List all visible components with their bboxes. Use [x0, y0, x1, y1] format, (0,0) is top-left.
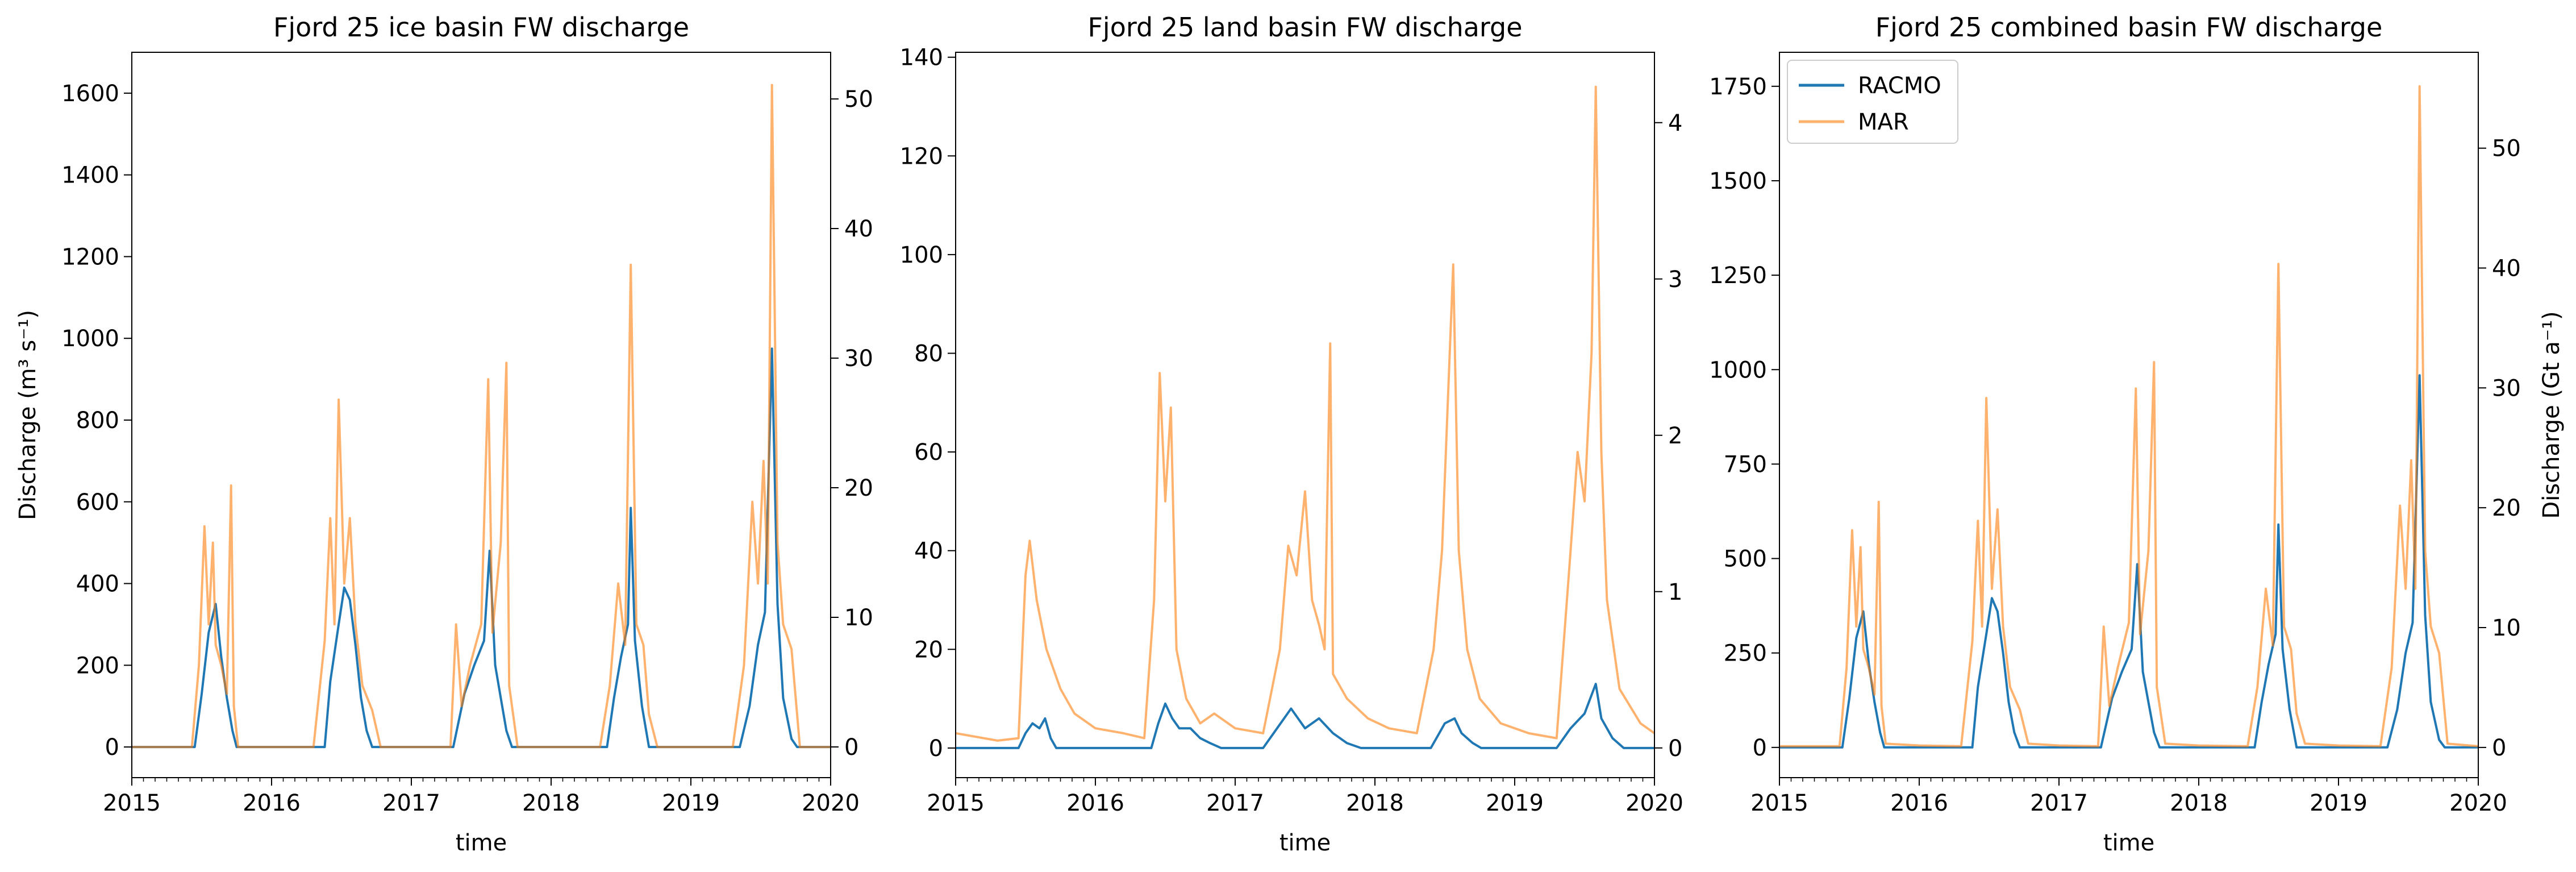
legend: RACMO MAR: [1787, 60, 1958, 144]
y-tick-label: 0: [1753, 735, 1767, 761]
x-tick-label: 2019: [662, 790, 720, 816]
y-tick-label: 140: [900, 45, 943, 71]
y2-tick-label: 0: [844, 734, 858, 761]
series-line-mar: [132, 84, 831, 749]
panel-land-basin: Fjord 25 land basin FW discharge time 20…: [900, 12, 1683, 856]
x-tick-label: 2015: [1750, 790, 1808, 816]
y-tick-label: 80: [914, 341, 943, 367]
y2-tick-label: 20: [844, 475, 873, 501]
x-tick-label: 2015: [103, 790, 161, 816]
y-tick-label: 20: [914, 637, 943, 663]
legend-label-mar: MAR: [1858, 109, 1909, 135]
panel-title: Fjord 25 ice basin FW discharge: [273, 12, 689, 43]
y2-tick-label: 2: [1668, 423, 1682, 449]
x-tick-label: 2017: [382, 790, 440, 816]
y-tick-label: 1400: [61, 163, 119, 189]
y-tick-label: 0: [105, 734, 119, 761]
panel-title: Fjord 25 combined basin FW discharge: [1875, 12, 2383, 43]
y-tick-label: 1000: [1709, 357, 1767, 383]
x-tick-label: 2016: [243, 790, 301, 816]
y-tick-label: 120: [900, 143, 943, 169]
y2-tick-label: 4: [1668, 110, 1682, 136]
panel-combined-basin: Fjord 25 combined basin FW discharge tim…: [1709, 12, 2565, 856]
y-tick-label: 500: [1724, 546, 1767, 572]
y2-axis-label: Discharge (Gt a⁻¹): [2539, 311, 2565, 518]
y-tick-label: 60: [914, 439, 943, 466]
y-tick-label: 1600: [61, 81, 119, 107]
plot-area: [1779, 85, 2478, 749]
y2-tick-label: 50: [2492, 136, 2521, 162]
x-tick-label: 2020: [2449, 790, 2507, 816]
series-line-racmo: [956, 683, 1654, 749]
y2-tick-label: 10: [844, 605, 873, 631]
y2-tick-label: 50: [844, 86, 873, 113]
x-tick-label: 2017: [1206, 790, 1264, 816]
x-tick-label: 2019: [1486, 790, 1544, 816]
y-tick-label: 800: [76, 408, 119, 434]
plot-area: [132, 84, 831, 749]
y2-tick-label: 40: [2492, 256, 2521, 282]
x-tick-label: 2020: [1625, 790, 1683, 816]
series-line-racmo: [1779, 374, 2478, 749]
x-tick-label: 2020: [802, 790, 860, 816]
y-tick-label: 1750: [1709, 74, 1767, 100]
plot-area: [956, 85, 1654, 749]
y-tick-label: 600: [76, 489, 119, 516]
y2-tick-label: 0: [1668, 736, 1682, 762]
y-tick-label: 1200: [61, 244, 119, 270]
y-tick-label: 400: [76, 571, 119, 597]
y-axis-label: Discharge (m³ s⁻¹): [15, 310, 41, 520]
y2-tick-label: 1: [1668, 579, 1682, 605]
y2-tick-label: 10: [2492, 615, 2521, 641]
y2-tick-label: 3: [1668, 267, 1682, 293]
series-line-racmo: [132, 347, 831, 749]
x-tick-label: 2016: [1890, 790, 1948, 816]
y2-tick-label: 30: [2492, 375, 2521, 401]
x-tick-label: 2018: [522, 790, 580, 816]
y2-tick-label: 0: [2492, 735, 2506, 761]
x-tick-label: 2017: [2030, 790, 2088, 816]
series-line-mar: [1779, 85, 2478, 748]
panel-ice-basin: Fjord 25 ice basin FW discharge time Dis…: [15, 12, 873, 856]
y2-tick-label: 30: [844, 346, 873, 372]
x-tick-label: 2018: [1346, 790, 1404, 816]
y-tick-label: 100: [900, 242, 943, 268]
x-tick-label: 2018: [2170, 790, 2228, 816]
x-tick-label: 2019: [2310, 790, 2367, 816]
y2-tick-label: 20: [2492, 495, 2521, 521]
y-tick-label: 250: [1724, 641, 1767, 667]
y2-tick-label: 40: [844, 216, 873, 242]
y-tick-label: 750: [1724, 451, 1767, 477]
x-tick-label: 2016: [1066, 790, 1124, 816]
legend-label-racmo: RACMO: [1858, 73, 1941, 99]
panel-title: Fjord 25 land basin FW discharge: [1087, 12, 1522, 43]
y-tick-label: 40: [914, 538, 943, 564]
x-axis-label: time: [456, 830, 507, 856]
y-tick-label: 0: [929, 736, 943, 762]
y-tick-label: 1000: [61, 326, 119, 352]
x-tick-label: 2015: [927, 790, 985, 816]
x-axis-label: time: [2103, 830, 2154, 856]
y-tick-label: 1500: [1709, 168, 1767, 194]
series-line-mar: [956, 85, 1654, 742]
x-axis-label: time: [1279, 830, 1331, 856]
y-tick-label: 200: [76, 653, 119, 679]
y-tick-label: 1250: [1709, 263, 1767, 289]
